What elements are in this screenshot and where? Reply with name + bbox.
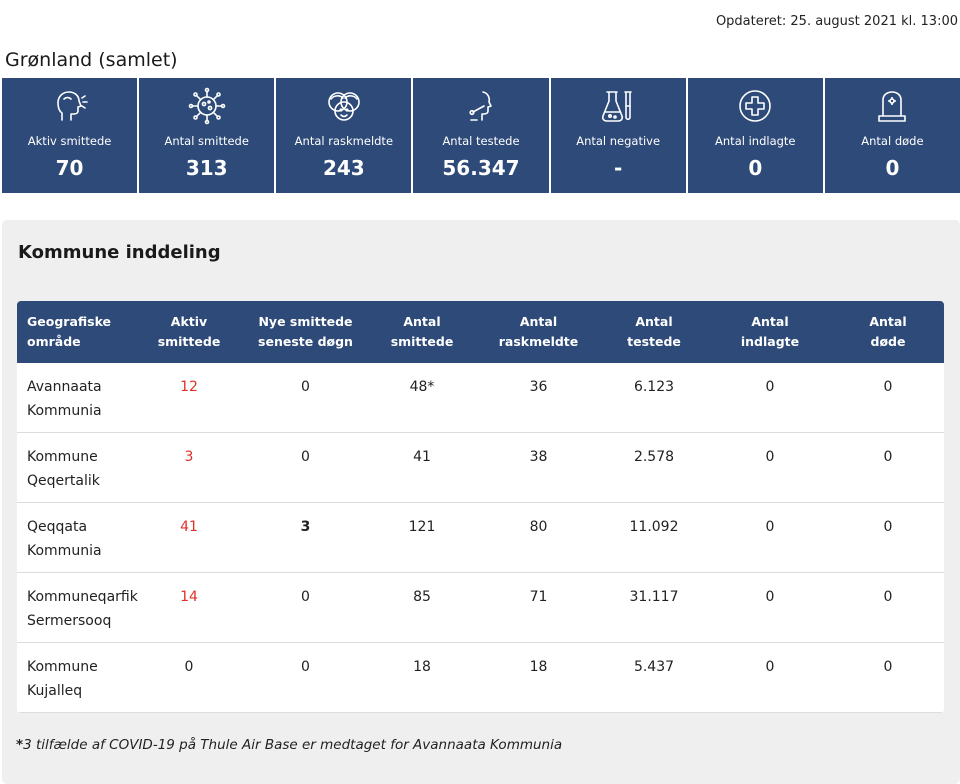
- cell-active: 14: [180, 589, 198, 605]
- cell-tested: 6.123: [633, 379, 675, 395]
- cell-active: 0: [184, 659, 194, 675]
- stat-recovered: Antal raskmeldte 243: [276, 78, 414, 193]
- col-header-active: Aktiv smittede: [157, 314, 221, 349]
- table-row: Qeqqata Kommunia 41 3 121 80 11.092 0 0: [17, 503, 944, 573]
- stat-label: Aktiv smittede: [27, 134, 112, 148]
- cell-active: 3: [184, 449, 194, 465]
- cell-tested: 2.578: [633, 449, 675, 465]
- stat-negative: Antal negative -: [551, 78, 688, 193]
- table-row: Avannaata Kommunia 12 0 48* 36 6.123 0 0: [17, 363, 944, 433]
- stat-value: 0: [885, 156, 900, 180]
- stat-label: Antal raskmeldte: [294, 134, 394, 148]
- cell-area: Qeqqata Kommunia: [27, 519, 102, 559]
- col-header-hospitalized: Antal indlagte: [740, 314, 800, 349]
- stat-value: 243: [322, 156, 365, 180]
- virus-icon: [188, 87, 226, 125]
- stat-label: Antal døde: [861, 134, 924, 148]
- cell-infected: 85: [413, 589, 431, 605]
- stat-value: 313: [185, 156, 228, 180]
- gravestone-icon: [878, 91, 907, 122]
- stat-tested: Antal testede 56.347: [413, 78, 551, 193]
- cell-area: Kommuneqarfik Sermersooq: [27, 589, 138, 629]
- stat-label: Antal negative: [576, 134, 661, 148]
- cell-tested: 11.092: [629, 519, 679, 535]
- cell-infected: 121: [408, 519, 436, 535]
- cell-hospitalized: 0: [765, 379, 775, 395]
- panel-title: Kommune inddeling: [18, 242, 221, 263]
- col-header-new: Nye smittede seneste døgn: [258, 314, 353, 349]
- cell-dead: 0: [883, 519, 893, 535]
- stat-value: 56.347: [442, 156, 520, 180]
- cell-area: Kommune Kujalleq: [27, 659, 98, 699]
- col-header-infected: Antal smittede: [390, 314, 454, 349]
- cell-hospitalized: 0: [765, 519, 775, 535]
- table-row: Kommuneqarfik Sermersooq 14 0 85 71 31.11…: [17, 573, 944, 643]
- stat-value: 70: [55, 156, 84, 180]
- cell-recovered: 80: [529, 519, 548, 535]
- cell-dead: 0: [883, 659, 893, 675]
- cell-tested: 5.437: [633, 659, 675, 675]
- group-faces-icon: [328, 92, 360, 121]
- stat-value: 0: [748, 156, 763, 180]
- cell-recovered: 18: [529, 659, 548, 675]
- cell-recovered: 38: [529, 449, 548, 465]
- col-header-tested: Antal testede: [627, 314, 681, 349]
- table-header: Geografiske område Aktiv smittede Nye smit…: [17, 301, 944, 363]
- stat-label: Antal testede: [442, 134, 520, 148]
- municipality-panel: Kommune inddeling Geografiske område Akti…: [2, 220, 960, 784]
- cell-active: 41: [180, 519, 198, 535]
- stat-infected: Antal smittede 313: [139, 78, 277, 193]
- municipality-table: Geografiske område Aktiv smittede Nye smit…: [17, 301, 944, 713]
- cell-recovered: 71: [529, 589, 548, 605]
- cell-dead: 0: [883, 449, 893, 465]
- updated-timestamp: Opdateret: 25. august 2021 kl. 13:00: [715, 14, 958, 29]
- col-header-dead: Antal døde: [869, 314, 907, 349]
- stat-label: Antal indlagte: [715, 134, 796, 148]
- cell-area: Avannaata Kommunia: [27, 379, 102, 419]
- cell-dead: 0: [883, 379, 893, 395]
- cell-hospitalized: 0: [765, 659, 775, 675]
- cell-new: 0: [301, 449, 310, 465]
- cell-hospitalized: 0: [765, 589, 775, 605]
- stat-hospitalized: Antal indlagte 0: [688, 78, 825, 193]
- col-header-area: Geografiske område: [27, 314, 112, 349]
- cell-infected: 41: [413, 449, 431, 465]
- cell-tested: 31.117: [629, 589, 679, 605]
- table-row: Kommune Qeqertalik 3 0 41 38 2.578 0 0: [17, 433, 944, 503]
- person-coughing-icon: [56, 91, 88, 121]
- cell-new: 3: [300, 519, 311, 535]
- table-row: Kommune Kujalleq 0 0 18 18 5.437 0 0: [17, 643, 944, 713]
- region-title: Grønland (samlet): [5, 49, 178, 71]
- cell-new: 0: [301, 379, 310, 395]
- cell-hospitalized: 0: [765, 449, 775, 465]
- cell-new: 0: [301, 589, 310, 605]
- stat-label: Antal smittede: [164, 134, 249, 148]
- summary-stats-bar: Aktiv smittede 70 Antal smittede 313 Ant…: [2, 78, 960, 193]
- cell-infected: 48*: [409, 379, 435, 395]
- cell-new: 0: [301, 659, 310, 675]
- test-tubes-icon: [602, 91, 632, 122]
- stat-active: Aktiv smittede 70: [2, 78, 140, 193]
- cell-infected: 18: [413, 659, 431, 675]
- cell-active: 12: [180, 379, 198, 395]
- footnote-marker: *: [16, 737, 24, 753]
- throat-swab-icon: [469, 91, 492, 121]
- cell-recovered: 36: [529, 379, 548, 395]
- hospital-cross-icon: [739, 90, 772, 122]
- stat-dead: Antal døde 0: [825, 78, 960, 193]
- footnote: *3 tilfælde af COVID-19 på Thule Air Bas…: [16, 737, 562, 753]
- cell-area: Kommune Qeqertalik: [27, 449, 100, 489]
- stat-value: -: [613, 156, 623, 180]
- cell-dead: 0: [883, 589, 893, 605]
- col-header-recovered: Antal raskmeldte: [498, 314, 579, 349]
- footnote-text: 3 tilfælde af COVID-19 på Thule Air Base…: [23, 737, 563, 753]
